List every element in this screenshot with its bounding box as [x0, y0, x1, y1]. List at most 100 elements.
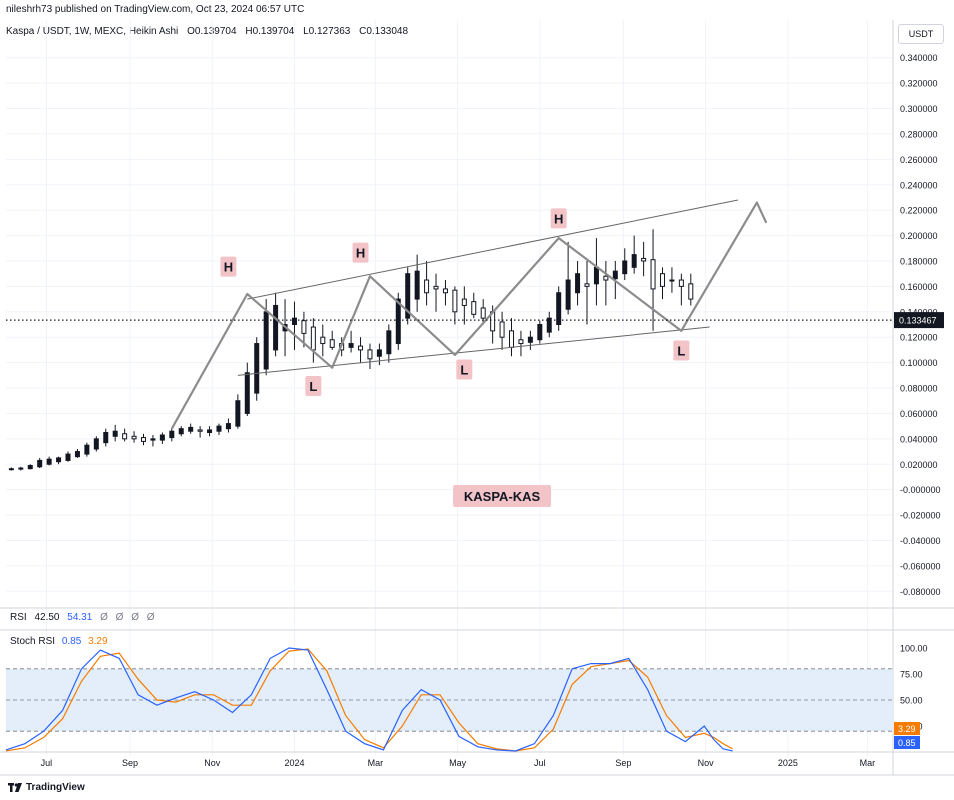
- candle-body: [122, 433, 128, 440]
- candle-body: [188, 426, 194, 432]
- stoch-tick-label: 100.00: [900, 644, 928, 654]
- annotation-text: KASPA-KAS: [464, 489, 541, 504]
- stoch-k-value: 0.85: [61, 636, 82, 647]
- price-tick-label: 0.020000: [900, 460, 938, 470]
- rsi-placeholder: Ø: [131, 612, 139, 623]
- candle-body: [386, 330, 392, 355]
- stoch-label: Stoch RSI: [10, 636, 56, 647]
- price-tick-label: 0.180000: [900, 256, 938, 266]
- time-axis[interactable]: Jul Sep Nov 2024 Mar May Jul Sep Nov 2025 Mar: [41, 758, 875, 768]
- candle-body: [207, 429, 213, 433]
- label-bg: [352, 242, 369, 263]
- rsi-legend[interactable]: RSI 42.50 54.31 Ø Ø Ø Ø: [10, 612, 160, 623]
- candle-body: [537, 324, 543, 341]
- candle-body: [159, 434, 165, 441]
- candle: [433, 273, 439, 312]
- candle-body: [150, 438, 156, 441]
- rsi-value-2: 54.31: [67, 612, 93, 623]
- time-tick-label: Jul: [534, 758, 546, 768]
- candle: [376, 343, 382, 366]
- candle: [131, 431, 137, 443]
- candle-body: [37, 459, 43, 468]
- last-price-badge: [894, 312, 944, 329]
- stoch-k-line: [5, 647, 733, 752]
- candle: [320, 324, 326, 357]
- rsi-value-1: 42.50: [34, 612, 60, 623]
- candle-body: [112, 430, 118, 437]
- candle-body: [65, 453, 71, 461]
- candle: [348, 330, 354, 353]
- candle: [291, 301, 297, 350]
- candlestick-series: [8, 229, 694, 471]
- rsi-placeholder: Ø: [115, 612, 124, 623]
- label-text: L: [677, 343, 685, 358]
- candle: [367, 343, 373, 369]
- price-tick-label: 0.260000: [900, 155, 938, 165]
- pattern-labels: H L H L H L KASPA-KAS: [220, 208, 690, 508]
- candle: [518, 330, 524, 357]
- stoch-tick-label: 50.00: [900, 696, 923, 706]
- candle-body: [348, 343, 354, 348]
- stoch-d-value: 3.29: [88, 636, 108, 647]
- candle: [329, 330, 335, 350]
- candle-body: [131, 435, 137, 440]
- candle: [499, 311, 505, 350]
- candle: [216, 423, 222, 436]
- publish-info: nileshrh73 published on TradingView.com,…: [6, 4, 305, 15]
- candle: [103, 428, 109, 447]
- price-tick-label: 0.320000: [900, 79, 938, 89]
- candle-body: [527, 336, 533, 343]
- last-price-text: 0.133467: [899, 316, 937, 326]
- candle-body: [27, 465, 33, 470]
- candle-body: [244, 372, 250, 414]
- low-label: L: [305, 376, 322, 397]
- candle: [593, 238, 599, 306]
- candle-body: [499, 321, 505, 338]
- stoch-k-badge-bg: [894, 736, 920, 749]
- footer-brand[interactable]: TradingView: [8, 782, 85, 793]
- symbol-title: Kaspa / USDT, 1W, MEXC, Heikin Ashi: [6, 26, 179, 37]
- annotation-bg: [453, 485, 552, 508]
- candle-body: [301, 320, 307, 334]
- low-label: L: [673, 340, 690, 361]
- candle: [169, 428, 175, 442]
- lower-channel-line: [237, 326, 710, 376]
- candle: [178, 426, 184, 437]
- candle: [65, 451, 71, 462]
- candle: [18, 466, 24, 471]
- currency-button[interactable]: USDT: [898, 24, 944, 44]
- price-tick-label: 0.060000: [900, 409, 938, 419]
- candle: [93, 436, 99, 452]
- price-axis[interactable]: 0.340000 0.320000 0.300000 0.280000 0.260000…: [900, 53, 941, 597]
- candle: [622, 248, 628, 281]
- candle-body: [8, 468, 14, 471]
- rsi-placeholder: Ø: [100, 612, 108, 623]
- high-label: H: [550, 208, 567, 229]
- time-tick-label: Nov: [204, 758, 221, 768]
- stoch-legend[interactable]: Stoch RSI 0.85 3.29: [10, 636, 112, 647]
- candle: [461, 286, 467, 325]
- candle-body: [216, 425, 222, 432]
- time-tick-label: Mar: [860, 758, 876, 768]
- candle: [424, 260, 430, 306]
- label-bg: [305, 376, 322, 397]
- candle: [140, 433, 146, 446]
- candle: [650, 229, 656, 331]
- candle-body: [584, 283, 590, 287]
- candle-body: [641, 257, 647, 262]
- candle: [225, 418, 231, 433]
- candle: [56, 456, 62, 465]
- candle-body: [669, 279, 675, 282]
- label-text: H: [356, 246, 365, 261]
- stoch-guides: [6, 668, 893, 732]
- candle-body: [235, 400, 241, 427]
- candle-body: [225, 423, 231, 430]
- candle-body: [678, 279, 684, 287]
- candle-body: [612, 270, 618, 280]
- ohlc-close: C0.133048: [359, 26, 409, 37]
- footer-brand-text: TradingView: [26, 782, 85, 793]
- label-text: H: [554, 211, 563, 226]
- time-tick-label: Jul: [41, 758, 53, 768]
